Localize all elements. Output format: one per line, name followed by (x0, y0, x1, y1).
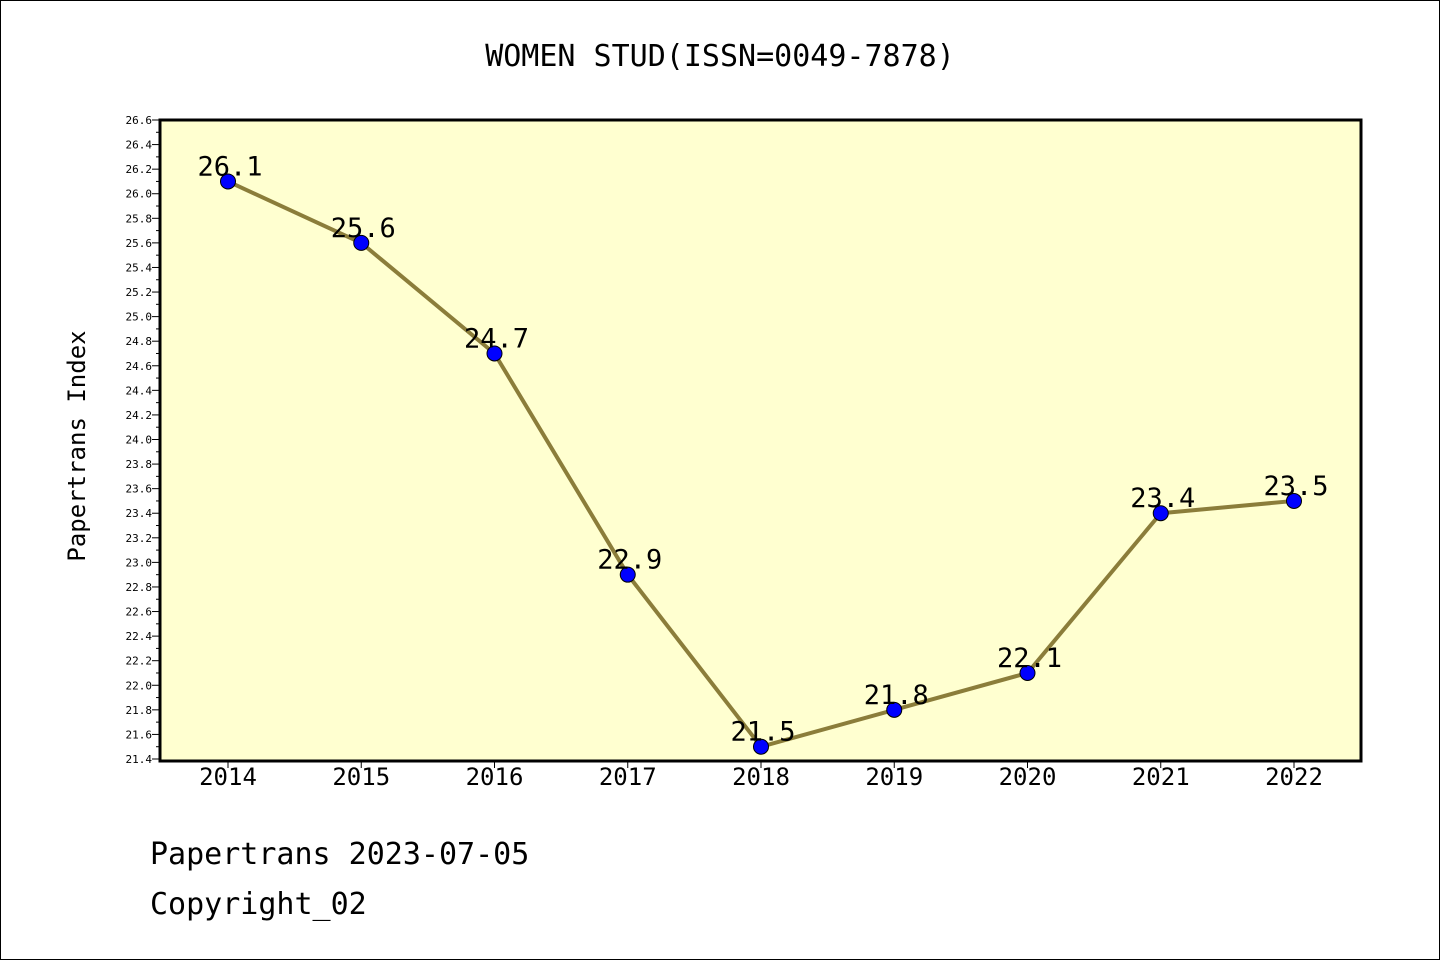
plot-area (160, 120, 1361, 761)
y-axis-label: Papertrans Index (63, 330, 91, 561)
data-point (619, 566, 636, 583)
data-label: 22.1 (997, 643, 1062, 674)
x-tick-label: 2014 (199, 763, 257, 791)
y-tick-label: 25.4 (126, 261, 153, 274)
y-tick-label: 24.8 (126, 335, 153, 348)
y-tick-label: 25.8 (126, 212, 153, 225)
x-tick-label: 2019 (865, 763, 923, 791)
x-tick-label: 2017 (599, 763, 657, 791)
y-tick-label: 26.6 (126, 114, 153, 127)
y-tick-label: 22.8 (126, 581, 153, 594)
data-label: 25.6 (331, 213, 396, 244)
y-tick-label: 22.6 (126, 606, 153, 619)
y-tick-label: 22.2 (126, 655, 153, 668)
y-tick-label: 25.0 (126, 311, 153, 324)
data-point (1019, 664, 1036, 681)
data-label: 26.1 (197, 151, 262, 182)
data-point (886, 701, 903, 718)
chart-title: WOMEN STUD(ISSN=0049-7878) (485, 39, 955, 74)
y-tick-label: 24.6 (126, 360, 153, 373)
data-label: 22.9 (597, 545, 662, 576)
data-labels: 26.1 25.6 24.7 22.9 21.5 21.8 22.1 23.4 23.5 (197, 151, 1328, 747)
x-tick-label: 2021 (1132, 763, 1190, 791)
y-tick-label: 23.6 (126, 483, 153, 496)
footer-copyright: Copyright_02 (150, 887, 367, 922)
y-tick-label: 23.8 (126, 458, 153, 471)
data-point (1152, 505, 1169, 522)
y-tick-label: 21.8 (126, 704, 153, 717)
y-tick-label: 25.2 (126, 286, 153, 299)
y-tick-label: 26.4 (126, 139, 153, 152)
data-label: 21.5 (730, 717, 795, 748)
data-label: 23.4 (1130, 483, 1195, 514)
y-tick-label: 26.2 (126, 163, 153, 176)
data-label: 21.8 (864, 680, 929, 711)
data-label: 24.7 (464, 323, 529, 354)
data-point (486, 345, 503, 362)
x-tick-label: 2015 (332, 763, 390, 791)
x-tick-label: 2018 (732, 763, 790, 791)
y-tick-label: 24.2 (126, 409, 153, 422)
y-tick-label: 21.6 (126, 728, 153, 741)
data-point (220, 173, 236, 190)
data-points (220, 173, 1302, 755)
y-tick-label: 23.4 (126, 507, 153, 520)
y-tick-label: 24.0 (126, 434, 153, 447)
y-tick-label: 21.4 (126, 753, 153, 766)
data-point (1286, 492, 1302, 509)
y-tick-label: 22.4 (126, 630, 153, 643)
x-tick-label: 2016 (466, 763, 524, 791)
plot-border (158, 118, 1363, 763)
x-tick-label: 2020 (999, 763, 1057, 791)
y-tick-label: 24.4 (126, 384, 153, 397)
x-axis: 2014 2015 2016 2017 2018 2019 2020 2021 2022 (199, 761, 1323, 791)
data-point (753, 738, 769, 755)
y-tick-label: 22.0 (126, 679, 153, 692)
footer-date: Papertrans 2023-07-05 (150, 837, 529, 872)
y-tick-label: 25.6 (126, 237, 153, 250)
y-tick-label: 26.0 (126, 188, 153, 201)
data-point (353, 234, 370, 251)
y-tick-label: 23.2 (126, 532, 153, 545)
y-axis: 21.4 21.6 21.8 22.0 22.2 22.4 22.6 22.8 23.0 23.2… (126, 114, 160, 766)
y-tick-label: 23.0 (126, 556, 153, 569)
data-label: 23.5 (1263, 471, 1328, 502)
x-tick-label: 2022 (1265, 763, 1323, 791)
